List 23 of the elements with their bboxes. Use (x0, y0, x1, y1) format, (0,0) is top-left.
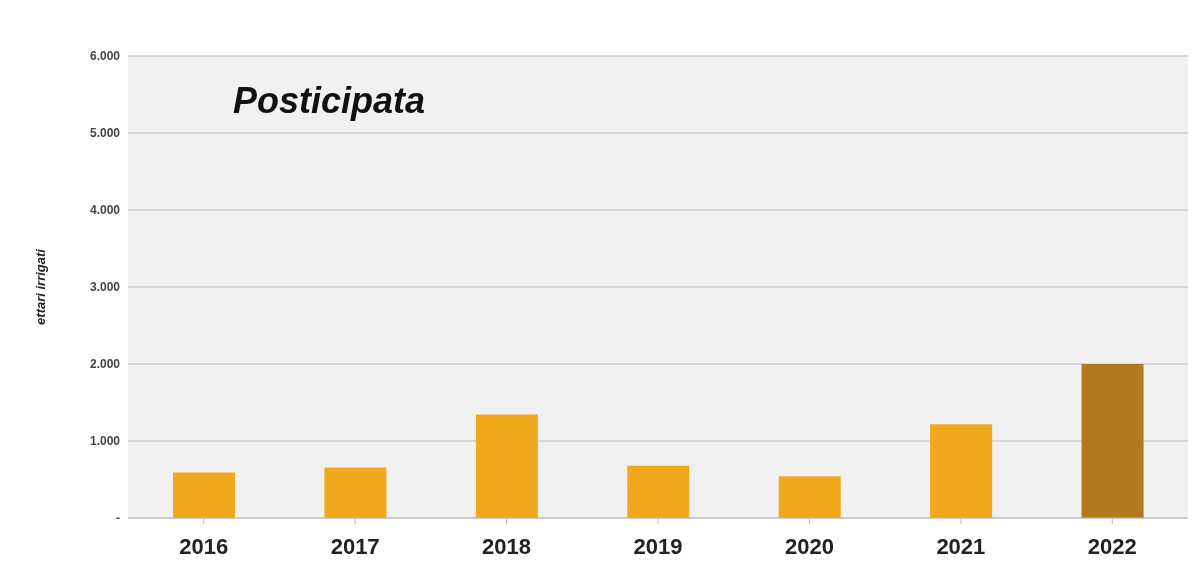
y-tick-label: 5.000 (89, 126, 121, 141)
text: Posticipata (233, 80, 426, 122)
bar (1081, 364, 1144, 518)
x-tick-label: 2020 (784, 533, 834, 559)
x-tick-label: 2017 (330, 533, 380, 559)
y-tick-label: 2.000 (89, 357, 121, 372)
y-axis-title: ettari irrigati (32, 248, 48, 325)
y-tick-label: 1.000 (89, 434, 121, 449)
x-tick-label: 2016 (179, 533, 229, 559)
bar (627, 465, 690, 518)
x-tick-label: 2021 (936, 533, 986, 559)
bar (475, 414, 538, 518)
y-tick-label: 4.000 (89, 203, 121, 218)
x-tick-label: 2018 (482, 533, 532, 559)
bar (173, 472, 235, 518)
bar (930, 424, 993, 518)
y-tick-label: - (116, 511, 120, 526)
x-tick-label: 2022 (1087, 533, 1137, 559)
y-tick-label: 6.000 (89, 49, 121, 64)
y-tick-label: 3.000 (89, 280, 121, 295)
bar (324, 467, 387, 518)
bar (778, 476, 841, 518)
x-tick-label: 2019 (633, 533, 683, 559)
